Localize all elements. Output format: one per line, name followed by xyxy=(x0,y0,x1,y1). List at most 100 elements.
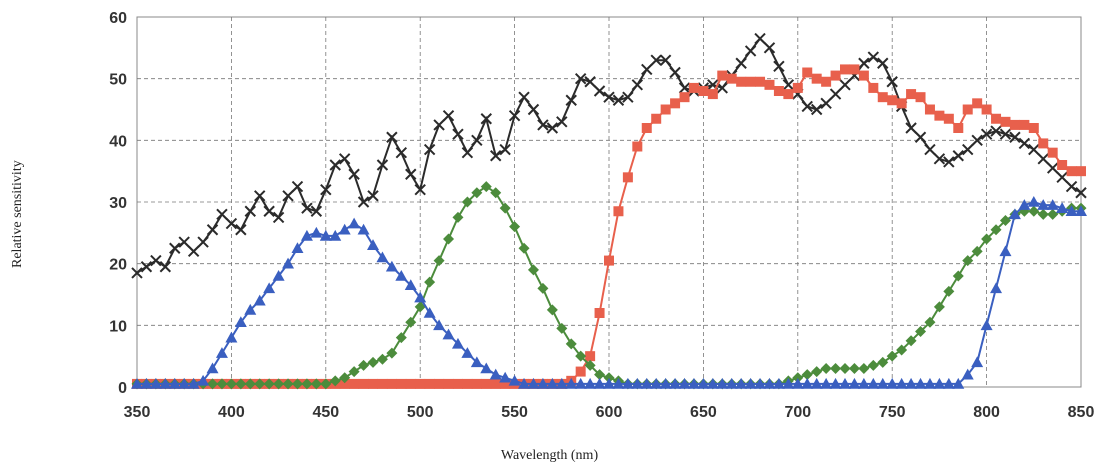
series-3-point xyxy=(282,378,294,390)
series-4-point xyxy=(178,377,191,389)
series-2-point xyxy=(698,86,709,96)
series-4-point xyxy=(131,377,143,389)
series-1-point xyxy=(452,128,464,140)
series-1-point xyxy=(206,224,219,236)
series-1-point xyxy=(244,205,256,217)
x-axis-label: Wavelength (nm) xyxy=(500,448,599,463)
series-4-point xyxy=(650,377,663,389)
series-2-point xyxy=(415,378,426,389)
series-2-point xyxy=(896,98,907,109)
series-3-point xyxy=(263,378,275,390)
series-2-point xyxy=(962,104,973,115)
series-4-point xyxy=(782,377,795,389)
series-1-point xyxy=(773,60,785,73)
series-4-point xyxy=(839,377,851,389)
series-1-point xyxy=(1009,131,1021,143)
series-4-point xyxy=(886,377,899,389)
series-1-point xyxy=(593,85,606,97)
series-1-point xyxy=(197,236,209,248)
series-3-point xyxy=(575,350,587,362)
series-4-point xyxy=(990,282,1003,294)
series-4-point xyxy=(1056,202,1069,213)
series-3-point xyxy=(896,344,908,356)
series-1-point xyxy=(235,224,247,236)
series-1-point xyxy=(329,159,341,171)
series-1-point xyxy=(886,76,898,88)
series-4-point xyxy=(621,377,634,389)
series-3-point xyxy=(1037,208,1049,220)
series-4-point xyxy=(291,242,304,254)
series-4-point xyxy=(791,377,804,389)
series-2-point xyxy=(934,110,945,121)
series-3-point xyxy=(584,359,596,371)
series-2-point xyxy=(443,378,454,389)
series-1-point xyxy=(169,242,181,254)
series-1-point xyxy=(291,180,304,193)
series-2-point xyxy=(736,76,747,87)
series-2-point xyxy=(1038,138,1049,149)
series-4-point xyxy=(140,377,153,389)
series-3-point xyxy=(386,347,398,359)
series-2-point xyxy=(981,104,992,115)
series-4-point xyxy=(1065,205,1078,217)
series-1-point xyxy=(735,57,747,69)
series-1-point xyxy=(905,122,917,134)
series-1-point xyxy=(461,146,474,159)
series-1-point xyxy=(480,113,492,125)
series-4-point xyxy=(338,223,351,235)
series-4-point xyxy=(971,356,984,368)
series-1-point xyxy=(754,32,766,45)
series-2-point xyxy=(755,76,766,87)
series-3-point xyxy=(971,245,983,257)
series-4-point xyxy=(952,377,965,389)
series-3-point xyxy=(820,363,832,374)
series-2-point xyxy=(1047,147,1058,158)
series-2-point xyxy=(887,95,898,106)
series-2-point xyxy=(500,378,511,389)
series-2-point xyxy=(906,89,917,100)
series-1-point xyxy=(839,79,851,91)
series-1-point xyxy=(952,150,964,162)
series-3-point xyxy=(952,270,964,282)
series-3-point xyxy=(433,255,445,267)
series-3-point xyxy=(594,369,606,381)
series-2-point xyxy=(1019,119,1030,130)
series-3-point xyxy=(867,359,879,371)
series-2-point xyxy=(622,172,633,183)
series-3-point xyxy=(480,181,492,193)
series-1-point xyxy=(282,190,294,202)
series-1-point xyxy=(1037,153,1049,165)
series-1-point xyxy=(508,109,521,122)
series-1-point xyxy=(924,143,936,156)
series-2-point xyxy=(830,70,841,81)
x-tick-label: 650 xyxy=(690,404,717,421)
series-3-point xyxy=(291,378,303,390)
series-2-point xyxy=(424,378,435,389)
series-4-point xyxy=(244,303,257,315)
x-tick-label: 850 xyxy=(1068,404,1095,421)
series-1-point xyxy=(140,261,153,273)
series-1-point xyxy=(490,150,502,162)
series-1-point xyxy=(622,91,634,103)
series-4-point xyxy=(442,328,455,340)
series-4-point xyxy=(1037,199,1050,210)
series-2-point xyxy=(868,82,879,93)
series-4-point xyxy=(215,347,228,358)
x-tick-label: 600 xyxy=(596,404,623,421)
series-4-point xyxy=(508,374,521,386)
series-1-point xyxy=(537,119,549,131)
series-4-point xyxy=(810,377,823,389)
series-4-point xyxy=(159,377,172,389)
series-3-point xyxy=(216,378,228,390)
series-1-point xyxy=(518,91,530,103)
y-tick-label: 60 xyxy=(109,10,127,27)
series-1-point xyxy=(187,245,200,258)
series-3-point xyxy=(348,366,360,378)
series-1-point xyxy=(971,134,983,147)
series-4-point xyxy=(848,377,861,389)
series-4-point xyxy=(895,377,908,389)
series-4-point xyxy=(329,229,342,241)
series-3-point xyxy=(943,285,955,297)
series-4-point xyxy=(451,337,464,349)
series-1-point xyxy=(603,91,615,103)
